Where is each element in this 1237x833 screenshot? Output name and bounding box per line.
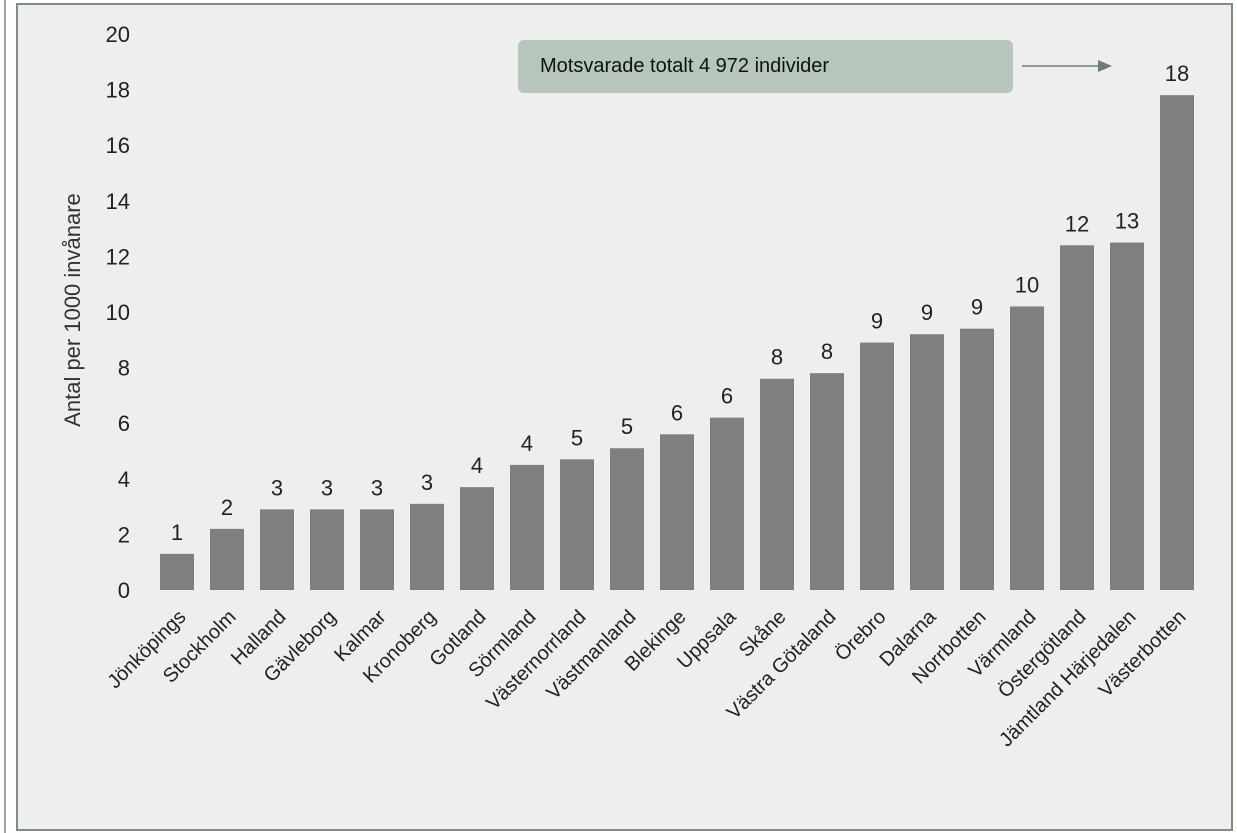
data-label: 9 — [921, 300, 933, 325]
data-label: 2 — [221, 495, 233, 520]
bar — [1060, 245, 1094, 590]
data-label: 4 — [471, 453, 483, 478]
bar — [1160, 95, 1194, 590]
bar — [410, 503, 444, 590]
data-label: 9 — [971, 295, 983, 320]
bar — [760, 378, 794, 590]
data-label: 3 — [371, 475, 383, 500]
annotation-arrow — [1022, 60, 1112, 72]
bar — [710, 417, 744, 590]
data-label: 3 — [421, 470, 433, 495]
bar — [510, 464, 544, 590]
y-tick-label: 18 — [106, 78, 130, 103]
bar — [960, 328, 994, 590]
y-tick-label: 8 — [118, 356, 130, 381]
data-label: 13 — [1115, 209, 1139, 234]
data-label: 18 — [1165, 61, 1189, 86]
y-tick-label: 2 — [118, 522, 130, 547]
y-tick-label: 12 — [106, 244, 130, 269]
bar — [1010, 306, 1044, 590]
bars-group — [160, 95, 1194, 590]
y-axis: 0 2 4 6 8 10 12 14 16 18 20 — [106, 22, 130, 603]
bar — [210, 528, 244, 590]
data-label: 1 — [171, 520, 183, 545]
bar — [1110, 242, 1144, 590]
y-tick-label: 6 — [118, 411, 130, 436]
y-tick-label: 10 — [106, 300, 130, 325]
bar — [810, 373, 844, 590]
data-label: 12 — [1065, 211, 1089, 236]
bar — [360, 509, 394, 590]
y-tick-label: 14 — [106, 189, 130, 214]
x-category-label: Västerbotten — [1095, 606, 1191, 702]
bar — [160, 553, 194, 590]
bar — [260, 509, 294, 590]
y-tick-label: 4 — [118, 467, 130, 492]
bar — [310, 509, 344, 590]
data-label: 4 — [521, 431, 533, 456]
data-label: 3 — [321, 475, 333, 500]
bar — [610, 448, 644, 590]
y-tick-label: 0 — [118, 578, 130, 603]
data-label: 10 — [1015, 272, 1039, 297]
data-label: 9 — [871, 309, 883, 334]
left-divider — [4, 0, 6, 833]
data-label: 5 — [621, 414, 633, 439]
bar — [560, 459, 594, 590]
bar — [910, 334, 944, 590]
y-axis-label: Antal per 1000 invånare — [60, 193, 85, 427]
data-label: 8 — [821, 339, 833, 364]
y-tick-label: 20 — [106, 22, 130, 47]
data-label: 8 — [771, 345, 783, 370]
data-label: 6 — [671, 400, 683, 425]
total-annotation: Motsvarade totalt 4 972 individer — [518, 40, 1013, 93]
x-axis-categories: JönköpingsStockholmHallandGävleborgKalma… — [103, 605, 1190, 751]
data-label: 3 — [271, 475, 283, 500]
bar — [660, 434, 694, 590]
data-label: 6 — [721, 384, 733, 409]
data-label: 5 — [571, 425, 583, 450]
bar — [860, 342, 894, 590]
bar — [460, 487, 494, 590]
y-tick-label: 16 — [106, 133, 130, 158]
